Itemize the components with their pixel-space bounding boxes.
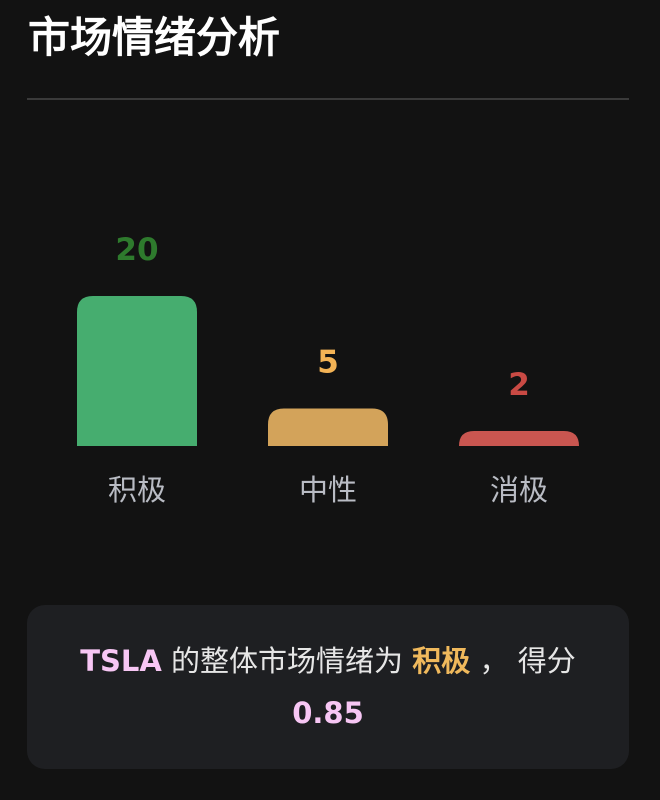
bar-value-label: 2 bbox=[508, 367, 530, 403]
page-title: 市场情绪分析 bbox=[28, 13, 281, 62]
summary-text-after: ， 得分 bbox=[470, 644, 576, 678]
sentiment-bar-chart: 20 积极 5 中性 2 消极 bbox=[77, 232, 579, 507]
title-divider bbox=[27, 98, 629, 100]
overall-sentiment: 积极 bbox=[412, 644, 471, 678]
bar-2 bbox=[268, 408, 388, 446]
sentiment-score: 0.85 bbox=[292, 696, 364, 730]
bar-value-label: 20 bbox=[115, 232, 158, 268]
category-label: 积极 bbox=[108, 473, 166, 507]
category-label: 消极 bbox=[490, 473, 548, 507]
summary-text-before: 的整体市场情绪为 bbox=[161, 644, 413, 678]
summary-card: TSLA 的整体市场情绪为 积极 ， 得分 0.85 bbox=[27, 605, 629, 769]
category-label: 中性 bbox=[299, 473, 357, 507]
ticker-symbol: TSLA bbox=[80, 644, 162, 678]
bar-value-label: 5 bbox=[317, 345, 339, 381]
bar-1 bbox=[77, 296, 197, 446]
bar-3 bbox=[459, 431, 579, 446]
